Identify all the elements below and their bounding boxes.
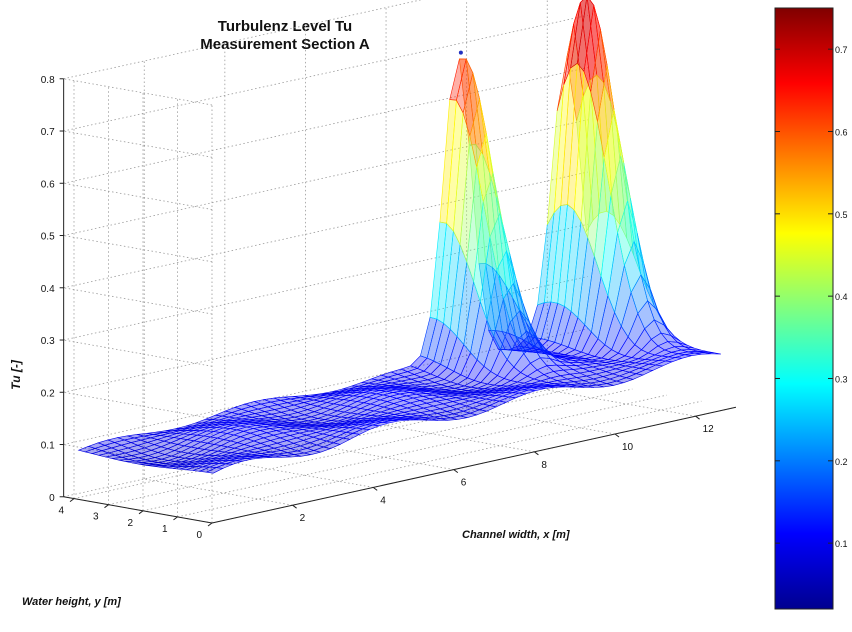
x-tick-mark [292,504,297,509]
colorbar-tick-label: 0.4 [835,292,848,302]
grid-line [466,407,616,435]
z-tick-label: 0.3 [41,336,55,347]
grid-line [63,14,588,132]
grid-line [63,328,588,445]
colorbar-tick-label: 0.3 [835,374,848,384]
x-axis-label: Channel width, x [m] [462,529,570,541]
grid-line [73,382,598,499]
grid-line [142,394,667,512]
colorbar-ticks: 0.1 0.2 0.3 0.4 0.5 0.6 0.7 [775,45,848,549]
y-tick-label: 2 [127,518,133,529]
z-tick-label: 0.8 [41,75,55,86]
z-tick-label: 0.4 [41,284,55,295]
x-tick-label: 4 [380,495,386,506]
z-tick-label: 0.6 [41,179,55,190]
grid-line [63,391,213,419]
y-tick-label: 4 [58,506,64,517]
grid-line [63,130,213,158]
z-tick-label: 0.1 [41,441,55,452]
colorbar-tick-label: 0.6 [835,127,848,137]
z-tick-label: 0.2 [41,388,55,399]
colorbar-tick-label: 0.2 [835,457,848,467]
grid-line [385,425,535,453]
z-axis-label: Tu [-] [9,359,23,390]
grid-line [63,78,213,106]
z-tick-label: 0 [49,493,55,504]
grid-line [63,380,588,498]
grid-line [63,119,588,236]
x-tick-mark [372,486,378,491]
grid-line [224,460,374,488]
y-tick-mark [207,522,213,527]
grid-line [63,223,588,341]
x-tick-mark [614,433,620,438]
grid-line [144,478,293,506]
x-axis-line [211,406,737,524]
grid-line [63,67,588,184]
x-tick-mark [534,451,539,456]
y-tick-label: 0 [196,530,202,541]
z-tick-label: 0.7 [41,127,55,138]
grid-line [63,235,213,263]
grid-line [63,182,213,210]
surface-mesh [77,0,721,474]
z-tick-label: 0.5 [41,232,55,243]
y-axis-label: Water height, y [m] [22,596,121,608]
y-tick-mark [173,516,178,521]
peak-point [458,50,463,55]
x-tick-label: 12 [703,424,715,435]
x-tick-label: 8 [541,460,547,471]
x-tick-label: 6 [461,478,467,489]
grid-line [63,276,588,393]
grid-line [63,0,423,80]
y-tick-label: 3 [93,512,99,523]
grid-line [63,287,213,315]
grid-line [305,442,454,470]
grid-line [108,388,633,506]
colorbar-tick-label: 0.7 [835,45,848,55]
grid-line [547,389,696,417]
y-axis-line [63,496,213,524]
colorbar-tick-label: 0.5 [835,210,848,220]
chart-title-line-2: Measurement Section A [200,36,370,53]
colorbar [774,7,834,610]
x-tick-label: 10 [622,442,634,453]
grid-line [177,400,702,518]
y-tick-mark [69,498,75,503]
surface-cell [704,352,721,355]
grid-line [63,171,588,289]
y-tick-mark [104,504,109,509]
y-tick-label: 1 [162,524,168,535]
x-tick-mark [453,469,459,474]
colorbar-tick-label: 0.1 [835,539,848,549]
axis-frame [59,78,737,527]
x-tick-mark [695,415,700,420]
grid-line [63,339,213,367]
x-tick-label: 2 [300,513,306,524]
y-tick-mark [138,510,144,515]
